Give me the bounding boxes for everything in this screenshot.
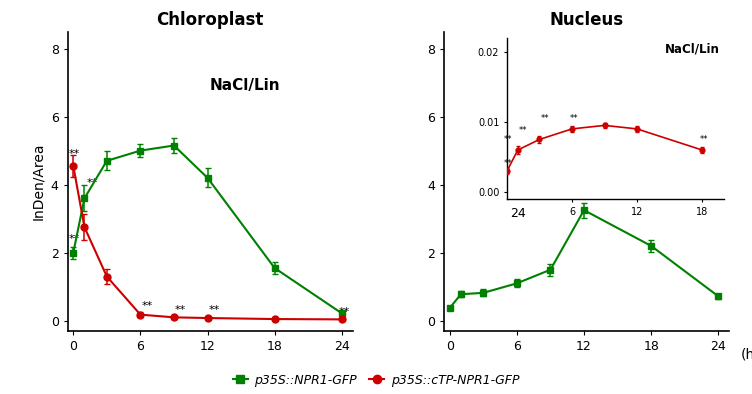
Text: NaCl/Lin: NaCl/Lin: [209, 78, 280, 93]
Y-axis label: InDen/Area: InDen/Area: [31, 143, 45, 220]
Title: Nucleus: Nucleus: [550, 11, 624, 29]
Text: **: **: [208, 305, 220, 315]
Text: **: **: [86, 178, 98, 188]
Legend: p35S::NPR1-GFP, p35S::cTP-NPR1-GFP: p35S::NPR1-GFP, p35S::cTP-NPR1-GFP: [228, 369, 524, 392]
Text: **: **: [68, 149, 80, 159]
Text: **: **: [68, 234, 80, 244]
Text: **: **: [141, 301, 153, 310]
Text: (h): (h): [741, 348, 752, 361]
Text: **: **: [338, 307, 350, 317]
Text: **: **: [175, 305, 186, 315]
Text: 24: 24: [511, 207, 526, 220]
Title: Chloroplast: Chloroplast: [156, 11, 264, 29]
